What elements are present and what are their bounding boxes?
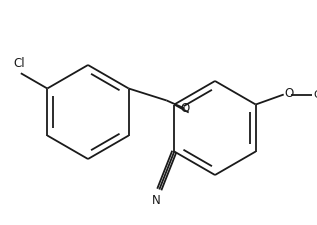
- Text: O: O: [180, 102, 189, 115]
- Text: O: O: [285, 87, 294, 100]
- Text: Cl: Cl: [13, 57, 25, 70]
- Text: N: N: [152, 194, 161, 207]
- Text: CH₃: CH₃: [314, 90, 317, 99]
